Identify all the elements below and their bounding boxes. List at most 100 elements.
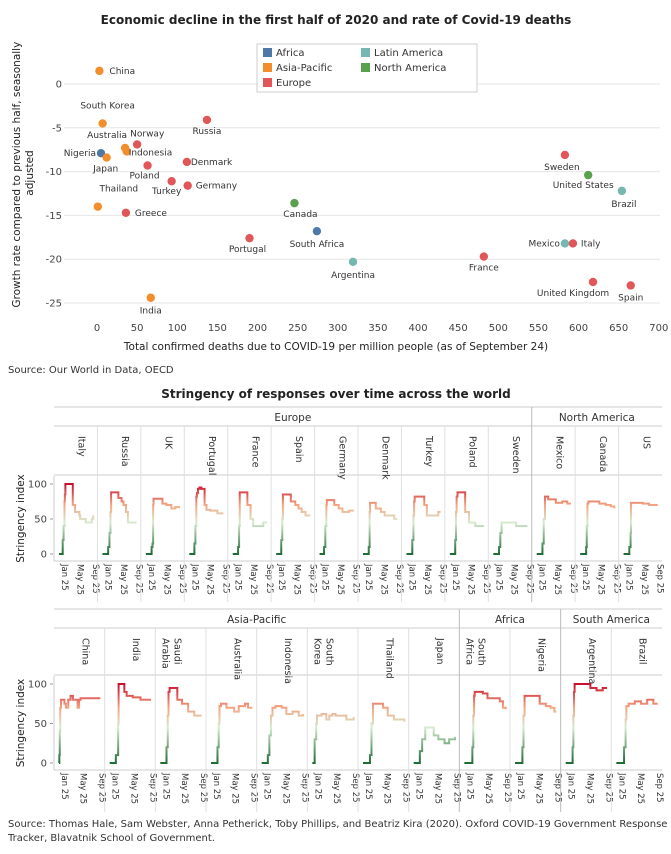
point-united-kingdom[interactable] — [588, 277, 598, 287]
date-tick-label: Sep 25 — [299, 773, 309, 803]
point-label-nigeria: Nigeria — [64, 149, 96, 159]
legend-swatch-asia-pacific — [263, 63, 272, 72]
stringency-line-thailand[interactable] — [363, 702, 406, 764]
scatter-x-tick-label: 100 — [168, 323, 187, 334]
point-thailand[interactable] — [93, 202, 103, 211]
stringency-y-axis-label: Stringency index — [15, 474, 27, 563]
stringency-line-brazil[interactable] — [616, 698, 658, 764]
date-tick-label: May 25 — [483, 773, 493, 804]
scatter-y-axis-label-line2: adjusted — [24, 150, 36, 195]
region-header-africa: Africa — [495, 614, 525, 626]
stringency-line-turkey[interactable] — [406, 495, 441, 555]
date-tick-label: Jan 25 — [566, 772, 576, 800]
stringency-y-tick-label: 100 — [28, 480, 47, 491]
stringency-line-us[interactable] — [623, 501, 658, 555]
point-india[interactable] — [146, 293, 155, 302]
stringency-line-italy[interactable] — [59, 483, 95, 555]
stringency-y-tick-label: 100 — [28, 680, 47, 691]
legend-label-north-america: North America — [374, 63, 446, 74]
point-south-korea[interactable] — [98, 119, 107, 128]
date-tick-label: Sep 25 — [655, 564, 665, 594]
country-name-line: Australia — [231, 638, 242, 680]
point-label-canada: Canada — [283, 210, 317, 220]
stringency-line-portugal[interactable] — [189, 486, 224, 555]
stringency-line-russia[interactable] — [102, 491, 137, 555]
date-tick-label: Sep 25 — [603, 773, 613, 803]
stringency-line-saudi-arabia[interactable] — [160, 686, 202, 764]
stringency-line-denmark[interactable] — [363, 501, 398, 555]
point-label-south-africa: South Africa — [290, 240, 345, 250]
point-united-states[interactable] — [583, 170, 593, 180]
stringency-line-spain[interactable] — [276, 493, 311, 555]
date-tick-label: May 25 — [280, 773, 290, 804]
point-sweden[interactable] — [560, 150, 570, 160]
country-name-line: Turkey — [423, 435, 434, 467]
date-tick-label: May 25 — [378, 564, 388, 595]
point-japan[interactable] — [102, 153, 111, 162]
country-name-line: South — [324, 638, 335, 666]
point-china[interactable] — [95, 66, 104, 76]
stringency-line-australia[interactable] — [211, 702, 253, 764]
point-label-south-korea: South Korea — [80, 101, 135, 111]
point-spain[interactable] — [626, 281, 635, 290]
date-tick-label: Jan 25 — [464, 772, 474, 800]
stringency-line-south-korea[interactable] — [312, 713, 355, 764]
point-mexico[interactable] — [560, 239, 570, 248]
point-label-japan: Japan — [92, 165, 118, 175]
stringency-line-india[interactable] — [109, 683, 152, 764]
point-poland[interactable] — [143, 161, 152, 170]
stringency-line-sweden[interactable] — [493, 521, 528, 555]
date-tick-label: May 25 — [639, 564, 649, 595]
legend-swatch-north-america — [361, 63, 370, 72]
country-name-china: China — [79, 638, 90, 665]
country-name-indonesia: Indonesia — [282, 638, 293, 684]
stringency-line-canada[interactable] — [580, 500, 616, 555]
point-argentina[interactable] — [348, 257, 358, 267]
date-tick-label: May 25 — [432, 773, 442, 804]
point-canada[interactable] — [290, 198, 299, 208]
country-name-turkey: Turkey — [423, 435, 434, 467]
country-name-italy: Italy — [76, 436, 87, 457]
legend-label-latin-america: Latin America — [374, 48, 443, 59]
country-name-russia: Russia — [119, 436, 130, 467]
stringency-line-germany[interactable] — [319, 499, 354, 555]
point-label-france: France — [469, 264, 499, 274]
point-portugal[interactable] — [245, 233, 254, 243]
country-name-line: UK — [163, 436, 174, 450]
date-tick-label: Jan 25 — [59, 563, 69, 591]
scatter-chart: Economic decline in the first half of 20… — [11, 13, 668, 353]
point-russia[interactable] — [202, 115, 212, 125]
stringency-line-indonesia[interactable] — [261, 705, 305, 764]
stringency-line-argentina[interactable] — [565, 683, 608, 764]
stringency-line-mexico[interactable] — [536, 495, 571, 555]
point-greece[interactable] — [121, 208, 131, 217]
date-tick-label: May 25 — [74, 564, 84, 595]
scatter-points: China South Korea Australia Norway Indonesia… — [64, 66, 643, 317]
date-tick-label: Jan 25 — [320, 563, 330, 591]
country-name-line: Denmark — [380, 436, 391, 480]
country-name-sweden: Sweden — [510, 436, 521, 474]
point-south-africa[interactable] — [312, 226, 322, 236]
country-name-line: Korea — [312, 638, 323, 665]
scatter-x-tick-label: 350 — [368, 323, 387, 334]
point-indonesia[interactable] — [122, 147, 131, 156]
stringency-line-japan[interactable] — [413, 726, 457, 764]
stringency-line-poland[interactable] — [449, 491, 485, 555]
stringency-line-nigeria[interactable] — [515, 694, 557, 764]
point-germany[interactable] — [183, 181, 192, 190]
stringency-line-france[interactable] — [232, 491, 267, 555]
country-name-line: Brazil — [637, 638, 648, 665]
stringency-line-uk[interactable] — [145, 497, 181, 555]
country-name-line: Japan — [434, 637, 445, 665]
stringency-line-south-africa[interactable] — [464, 690, 507, 764]
date-tick-label: Jan 25 — [624, 563, 634, 591]
date-tick-label: Sep 25 — [401, 773, 411, 803]
stringency-line-china[interactable] — [58, 694, 101, 764]
point-turkey[interactable] — [167, 177, 176, 186]
point-italy[interactable] — [568, 239, 578, 248]
date-tick-label: Sep 25 — [147, 773, 157, 803]
point-denmark[interactable] — [182, 157, 192, 167]
point-france[interactable] — [479, 252, 489, 261]
point-brazil[interactable] — [617, 186, 627, 196]
point-norway[interactable] — [132, 140, 142, 149]
